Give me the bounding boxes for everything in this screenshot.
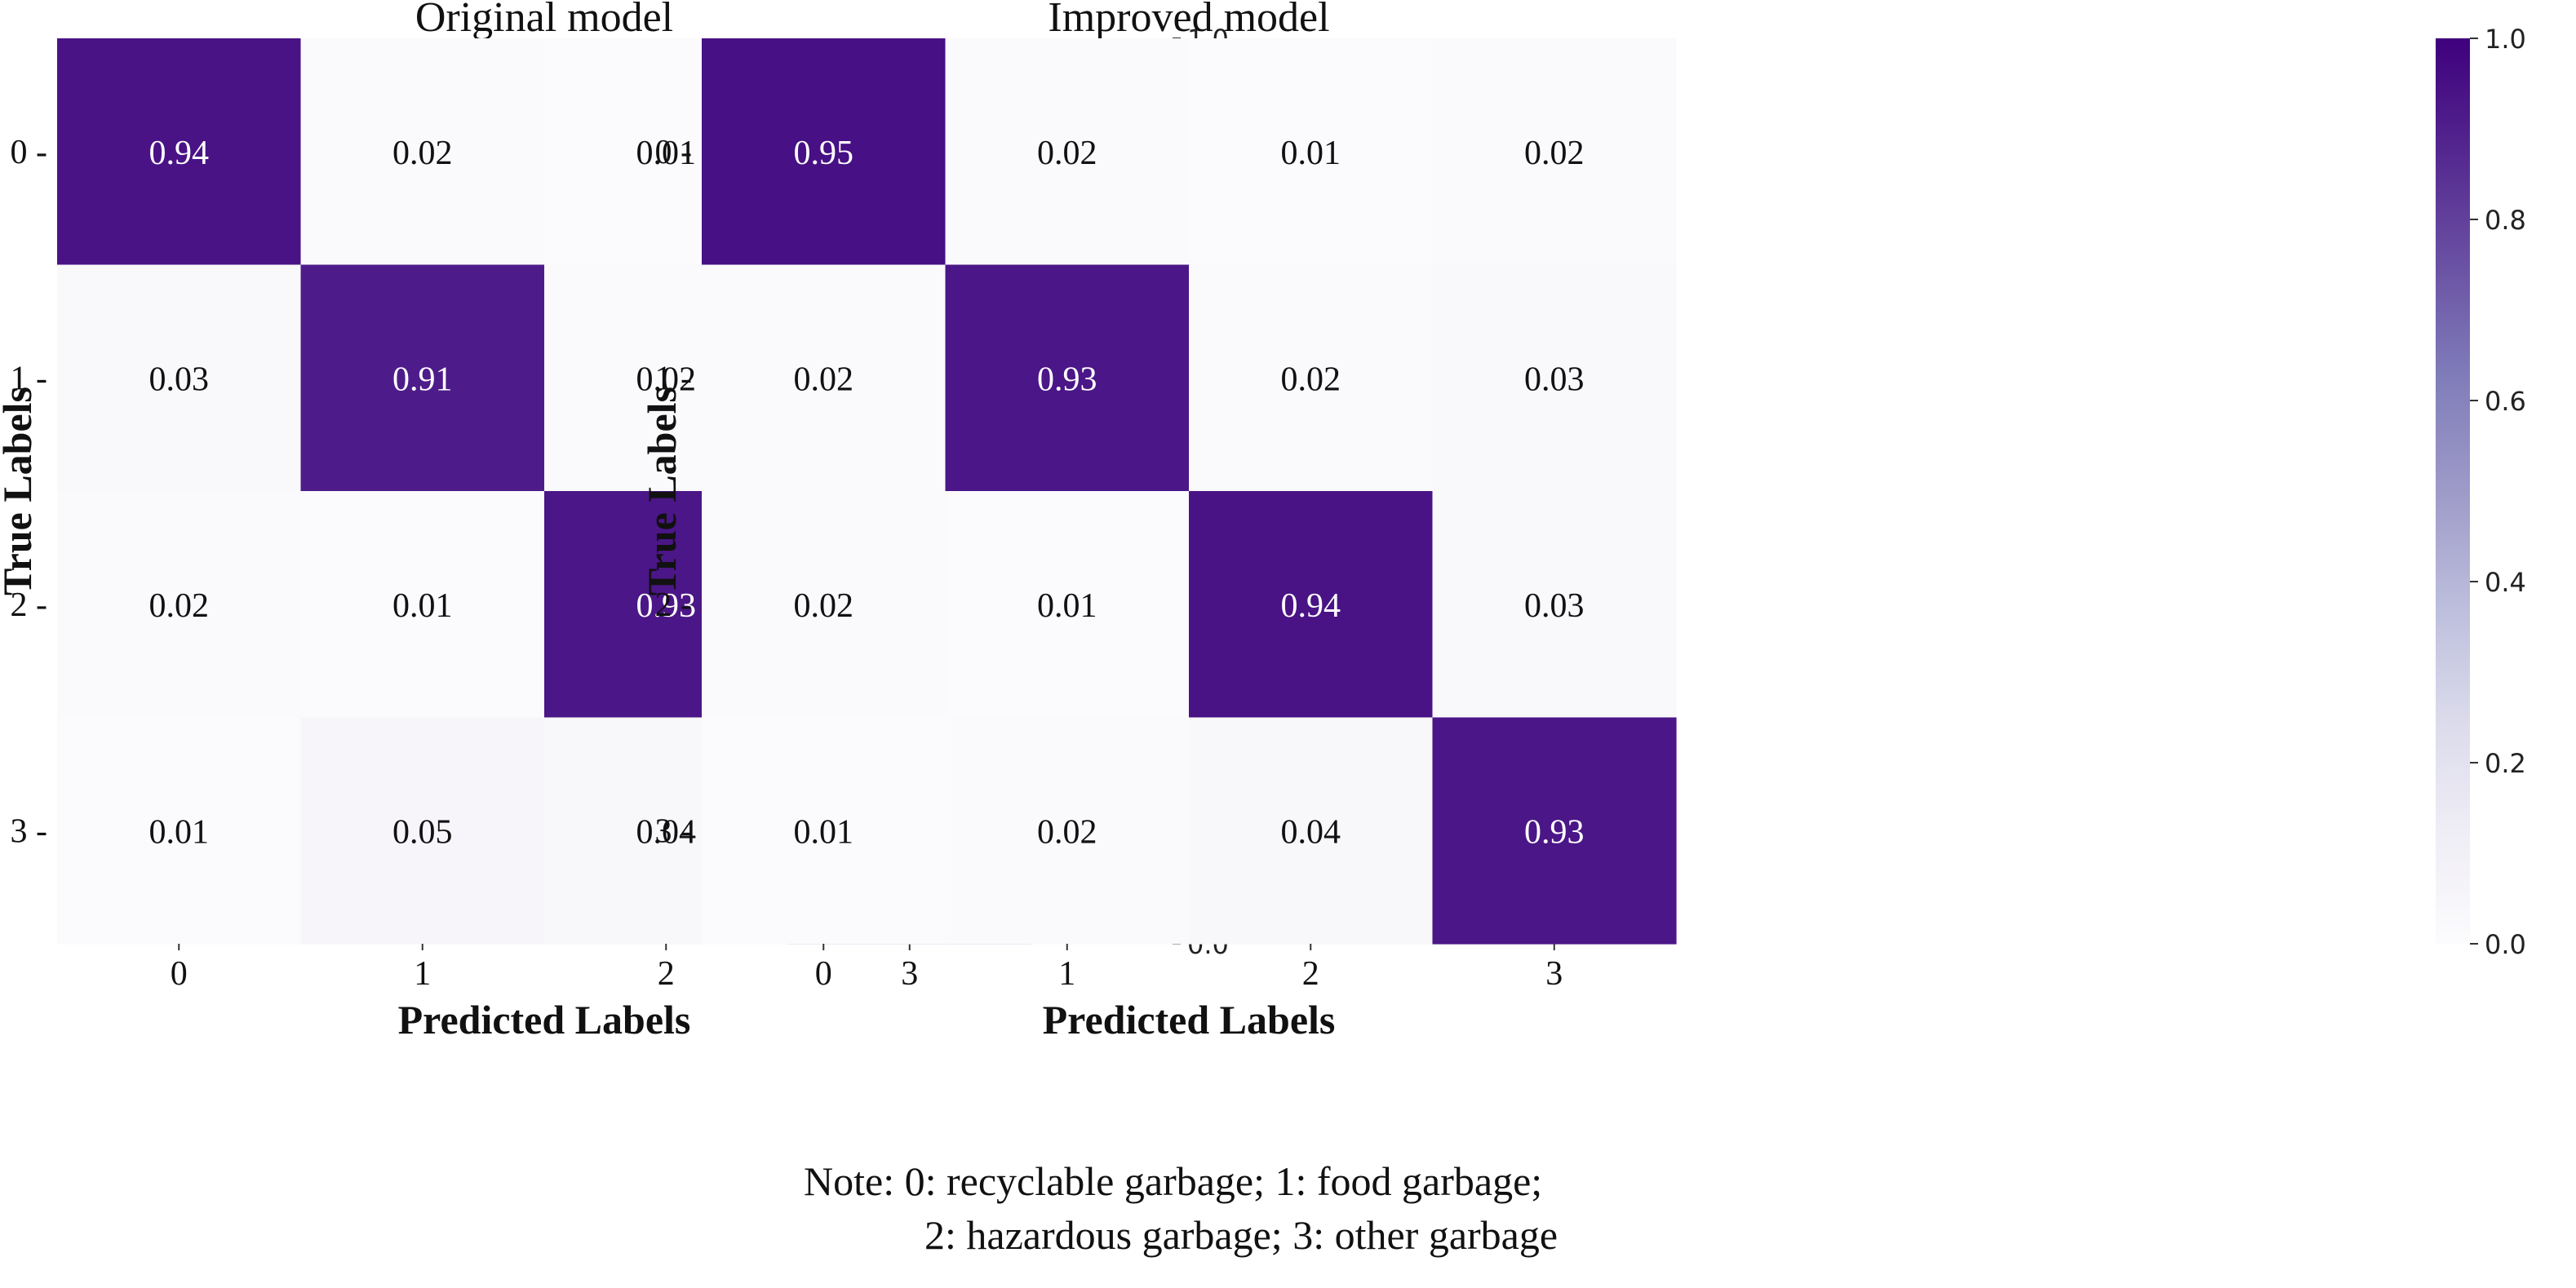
cell-value-label: 0.03 xyxy=(1524,587,1585,625)
cell-value-label: 0.04 xyxy=(1281,813,1341,851)
cell-value-label: 0.91 xyxy=(392,361,453,398)
heatmap-cell xyxy=(57,38,302,266)
heatmap-cell xyxy=(702,264,947,492)
cell-value-label: 0.01 xyxy=(149,813,210,851)
chart-title: Original model xyxy=(415,0,673,41)
x-tick-label: 0 xyxy=(815,955,832,993)
heatmap-cell xyxy=(1189,264,1434,492)
colorbar-tick-label: 0.8 xyxy=(2485,205,2526,236)
heatmap-cell xyxy=(300,491,545,719)
cell-value-label: 0.02 xyxy=(794,361,854,398)
x-tick-label: 1 xyxy=(414,955,431,993)
x-tick-label: 3 xyxy=(901,955,918,993)
cell-value-label: 0.01 xyxy=(392,587,453,625)
cell-value-label: 0.93 xyxy=(1524,813,1585,851)
colorbar-tick-label: 0.2 xyxy=(2485,748,2526,779)
cell-value-label: 0.02 xyxy=(392,135,453,172)
y-tick-label: 0 - xyxy=(11,134,48,171)
cell-value-label: 0.01 xyxy=(636,135,697,172)
heatmap-cell xyxy=(300,717,545,945)
cell-value-label: 0.93 xyxy=(1037,361,1097,398)
heatmap-cell xyxy=(1432,264,1677,492)
heatmap-cell xyxy=(1189,717,1434,945)
heatmap-cell xyxy=(300,38,545,266)
y-axis-label: True Labels xyxy=(0,387,40,595)
heatmap-cell xyxy=(945,264,1190,492)
cell-value-label: 0.02 xyxy=(1037,135,1097,172)
note: Note: 0: recyclable garbage; 1: food gar… xyxy=(804,1154,1558,1262)
y-axis-label: True Labels xyxy=(639,387,685,595)
heatmap-cell xyxy=(57,717,302,945)
cell-value-label: 0.03 xyxy=(149,361,210,398)
heatmap-cell xyxy=(945,38,1190,266)
y-tick-label: 0 - xyxy=(655,134,693,171)
y-tick-label: 1 - xyxy=(11,360,48,397)
y-tick-label: 1 - xyxy=(655,360,693,397)
y-tick-label: 2 - xyxy=(655,586,693,624)
cell-value-label: 0.94 xyxy=(149,135,210,172)
cell-value-label: 0.02 xyxy=(1037,813,1097,851)
x-axis-label: Predicted Labels xyxy=(1043,997,1336,1042)
note-line-1: Note: 0: recyclable garbage; 1: food gar… xyxy=(804,1158,1543,1204)
x-tick-label: 1 xyxy=(1058,955,1075,993)
heatmap-cell xyxy=(1432,491,1677,719)
cell-value-label: 0.01 xyxy=(1037,587,1097,625)
cell-value-label: 0.02 xyxy=(1281,361,1341,398)
heatmap-cell xyxy=(702,38,947,266)
y-tick-label: 3 - xyxy=(11,812,48,850)
cell-value-label: 0.03 xyxy=(1524,361,1585,398)
heatmap-cell xyxy=(57,264,302,492)
heatmap-cell xyxy=(945,717,1190,945)
cell-value-label: 0.95 xyxy=(794,135,854,172)
heatmap-cell xyxy=(945,491,1190,719)
y-tick-label: 3 - xyxy=(655,812,693,850)
colorbar-tick-label: 0.0 xyxy=(2485,929,2526,960)
x-tick-label: 3 xyxy=(1545,955,1563,993)
heatmap-cell xyxy=(57,491,302,719)
x-tick-label: 2 xyxy=(1302,955,1319,993)
x-tick-label: 2 xyxy=(658,955,675,993)
cell-value-label: 0.94 xyxy=(1281,587,1341,625)
cell-value-label: 0.01 xyxy=(1281,135,1341,172)
heatmap-cell xyxy=(1189,38,1434,266)
heatmap-cell xyxy=(1432,717,1677,945)
colorbar-tick-label: 0.6 xyxy=(2485,386,2526,417)
cell-value-label: 0.02 xyxy=(794,587,854,625)
y-tick-label: 2 - xyxy=(11,586,48,624)
x-axis-label: Predicted Labels xyxy=(398,997,691,1042)
cell-value-label: 0.02 xyxy=(149,587,210,625)
cell-value-label: 0.04 xyxy=(636,813,697,851)
heatmap-cell xyxy=(702,491,947,719)
cell-value-label: 0.02 xyxy=(636,361,697,398)
colorbar-tick-label: 1.0 xyxy=(2485,24,2526,55)
heatmap-cell xyxy=(1189,491,1434,719)
note-line-2: 2: hazardous garbage; 3: other garbage xyxy=(924,1212,1558,1258)
heatmap-cell xyxy=(702,717,947,945)
x-tick-label: 0 xyxy=(171,955,188,993)
heatmap-cell xyxy=(1432,38,1677,266)
cell-value-label: 0.05 xyxy=(392,813,453,851)
colorbar xyxy=(2436,38,2470,944)
heatmap-cell xyxy=(300,264,545,492)
colorbar-tick-label: 0.4 xyxy=(2485,567,2526,598)
chart-title: Improved model xyxy=(1048,0,1329,41)
cell-value-label: 0.01 xyxy=(794,813,854,851)
cell-value-label: 0.93 xyxy=(636,587,697,625)
cell-value-label: 0.02 xyxy=(1524,135,1585,172)
